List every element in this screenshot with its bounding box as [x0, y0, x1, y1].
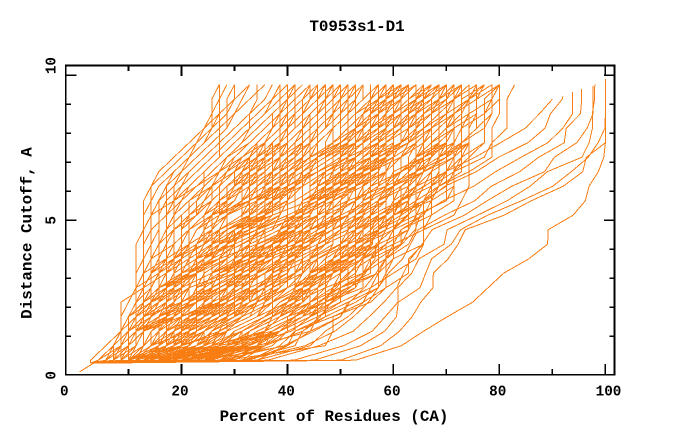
svg-text:0: 0 — [45, 371, 61, 380]
svg-text:Percent of Residues (CA): Percent of Residues (CA) — [220, 408, 449, 426]
svg-text:20: 20 — [171, 385, 188, 401]
svg-text:60: 60 — [383, 385, 400, 401]
svg-text:5: 5 — [45, 216, 61, 225]
svg-text:80: 80 — [489, 385, 506, 401]
svg-text:40: 40 — [278, 385, 295, 401]
svg-text:T0953s1-D1: T0953s1-D1 — [309, 18, 404, 36]
svg-text:Distance Cutoff, A: Distance Cutoff, A — [19, 147, 37, 319]
svg-text:100: 100 — [596, 385, 622, 401]
svg-text:0: 0 — [60, 385, 69, 401]
svg-text:10: 10 — [45, 57, 61, 74]
